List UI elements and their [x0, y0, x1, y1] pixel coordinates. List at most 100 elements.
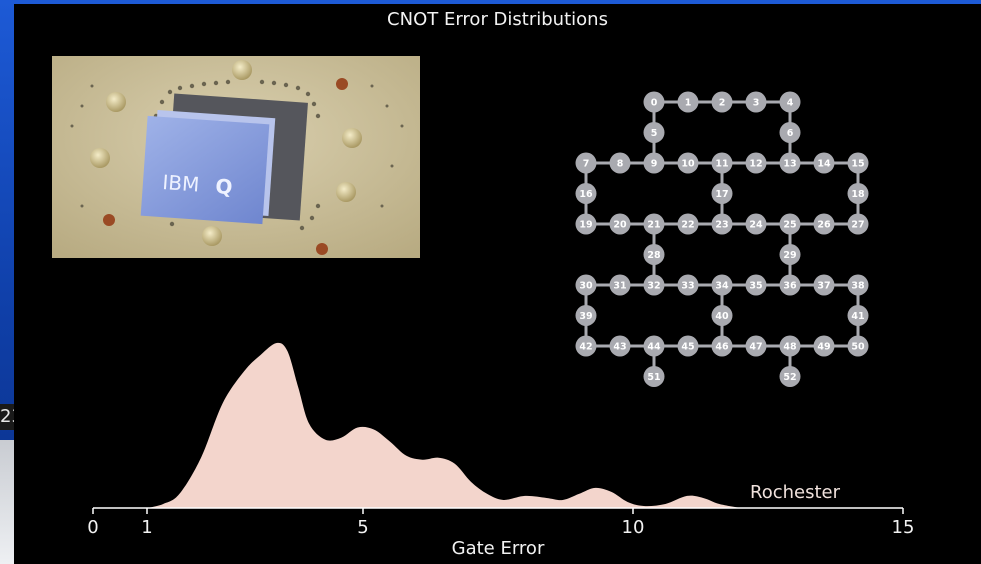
qubit-node-label: 13 — [783, 159, 796, 170]
qubit-node-circle — [779, 366, 801, 387]
qubit-node-label: 41 — [851, 311, 864, 322]
qubit-node-label: 17 — [715, 189, 728, 200]
qubit-node-circle — [575, 335, 597, 357]
x-axis-label: Gate Error — [452, 538, 545, 559]
qubit-node-label: 52 — [783, 372, 796, 383]
qubit-node-14: 14 — [813, 152, 835, 174]
qubit-node-label: 39 — [579, 311, 592, 322]
qubit-node-label: 22 — [681, 220, 694, 231]
qubit-node-circle — [609, 152, 631, 174]
qubit-node-label: 5 — [651, 128, 658, 139]
qubit-node-32: 32 — [643, 274, 665, 296]
qubit-node-label: 7 — [583, 159, 590, 170]
qubit-node-13: 13 — [779, 152, 801, 174]
qubit-node-46: 46 — [711, 335, 733, 357]
qubit-node-label: 6 — [787, 128, 794, 139]
qubit-node-10: 10 — [677, 152, 699, 174]
qubit-node-35: 35 — [745, 274, 767, 296]
qubit-node-label: 8 — [617, 159, 624, 170]
qubit-node-37: 37 — [813, 274, 835, 296]
qubit-node-51: 51 — [643, 366, 665, 387]
qubit-node-circle — [677, 91, 699, 113]
qubit-node-label: 23 — [715, 220, 728, 231]
qubit-node-label: 18 — [851, 189, 865, 200]
qubit-node-circle — [847, 152, 869, 174]
qubit-node-label: 35 — [749, 281, 762, 292]
qubit-node-label: 45 — [681, 342, 694, 353]
qubit-node-15: 15 — [847, 152, 869, 174]
qubit-node-label: 32 — [647, 281, 660, 292]
figure-slide: CNOT Error Distributions — [14, 4, 981, 564]
qubit-node-circle — [711, 91, 733, 113]
qubit-node-45: 45 — [677, 335, 699, 357]
qubit-node-circle — [779, 274, 801, 296]
qubit-node-circle — [847, 213, 869, 235]
qubit-node-label: 10 — [681, 159, 695, 170]
chip-label-ibm: IBM — [162, 170, 200, 197]
qubit-node-27: 27 — [847, 213, 869, 235]
qubit-node-label: 51 — [647, 372, 660, 383]
plot-area — [147, 342, 741, 508]
screws — [90, 60, 362, 246]
qubit-node-label: 49 — [817, 342, 830, 353]
qubit-node-circle — [677, 213, 699, 235]
qubit-node-circle — [677, 335, 699, 357]
qubit-node-circle — [575, 274, 597, 296]
qubit-node-circle — [847, 274, 869, 296]
series-label-rochester: Rochester — [750, 482, 841, 503]
qubit-node-circle — [779, 213, 801, 235]
qubit-node-31: 31 — [609, 274, 631, 296]
qubit-node-circle — [779, 244, 801, 265]
qubit-node-circle — [575, 305, 597, 326]
qubit-node-23: 23 — [711, 213, 733, 235]
qubit-node-circle — [813, 213, 835, 235]
qubit-node-circle — [609, 335, 631, 357]
qubit-node-19: 19 — [575, 213, 597, 235]
qubit-node-circle — [609, 274, 631, 296]
qubit-node-label: 15 — [851, 159, 864, 170]
qubit-node-29: 29 — [779, 244, 801, 265]
qubit-node-47: 47 — [745, 335, 767, 357]
x-tick-label: 5 — [357, 517, 368, 538]
qubit-node-circle — [779, 122, 801, 143]
qubit-node-9: 9 — [643, 152, 665, 174]
qubit-node-circle — [643, 335, 665, 357]
x-tick-label: 1 — [141, 517, 152, 538]
qubit-node-circle — [779, 152, 801, 174]
x-tick-label: 15 — [892, 517, 915, 538]
qubit-node-circle — [847, 183, 869, 204]
qubit-node-circle — [575, 213, 597, 235]
density-area-rochester — [147, 342, 741, 508]
qubit-node-label: 33 — [681, 281, 694, 292]
qubit-node-40: 40 — [711, 305, 733, 326]
qubit-node-48: 48 — [779, 335, 801, 357]
qubit-node-circle — [677, 274, 699, 296]
chart-title: CNOT Error Distributions — [387, 9, 608, 30]
qubit-node-38: 38 — [847, 274, 869, 296]
qubit-node-circle — [847, 305, 869, 326]
qubit-node-24: 24 — [745, 213, 767, 235]
qubit-node-41: 41 — [847, 305, 869, 326]
qubit-node-label: 27 — [851, 220, 864, 231]
qubit-node-34: 34 — [711, 274, 733, 296]
qubit-node-label: 4 — [787, 98, 794, 109]
qubit-node-22: 22 — [677, 213, 699, 235]
qubit-node-3: 3 — [745, 91, 767, 113]
qubit-node-1: 1 — [677, 91, 699, 113]
qubit-node-circle — [643, 122, 665, 143]
qubit-node-circle — [813, 335, 835, 357]
qubit-node-label: 42 — [579, 342, 592, 353]
qubit-node-label: 28 — [647, 250, 661, 261]
qubit-node-label: 24 — [749, 220, 763, 231]
qubit-node-30: 30 — [575, 274, 597, 296]
qubit-node-label: 36 — [783, 281, 797, 292]
qubit-node-20: 20 — [609, 213, 631, 235]
qubit-node-label: 30 — [579, 281, 593, 292]
qubit-node-circle — [609, 213, 631, 235]
chip-photo: IBM Q — [52, 56, 420, 258]
qubit-node-18: 18 — [847, 183, 869, 204]
qubit-node-circle — [643, 152, 665, 174]
qubit-node-circle — [643, 91, 665, 113]
qubit-node-circle — [711, 305, 733, 326]
qubit-node-label: 25 — [783, 220, 796, 231]
